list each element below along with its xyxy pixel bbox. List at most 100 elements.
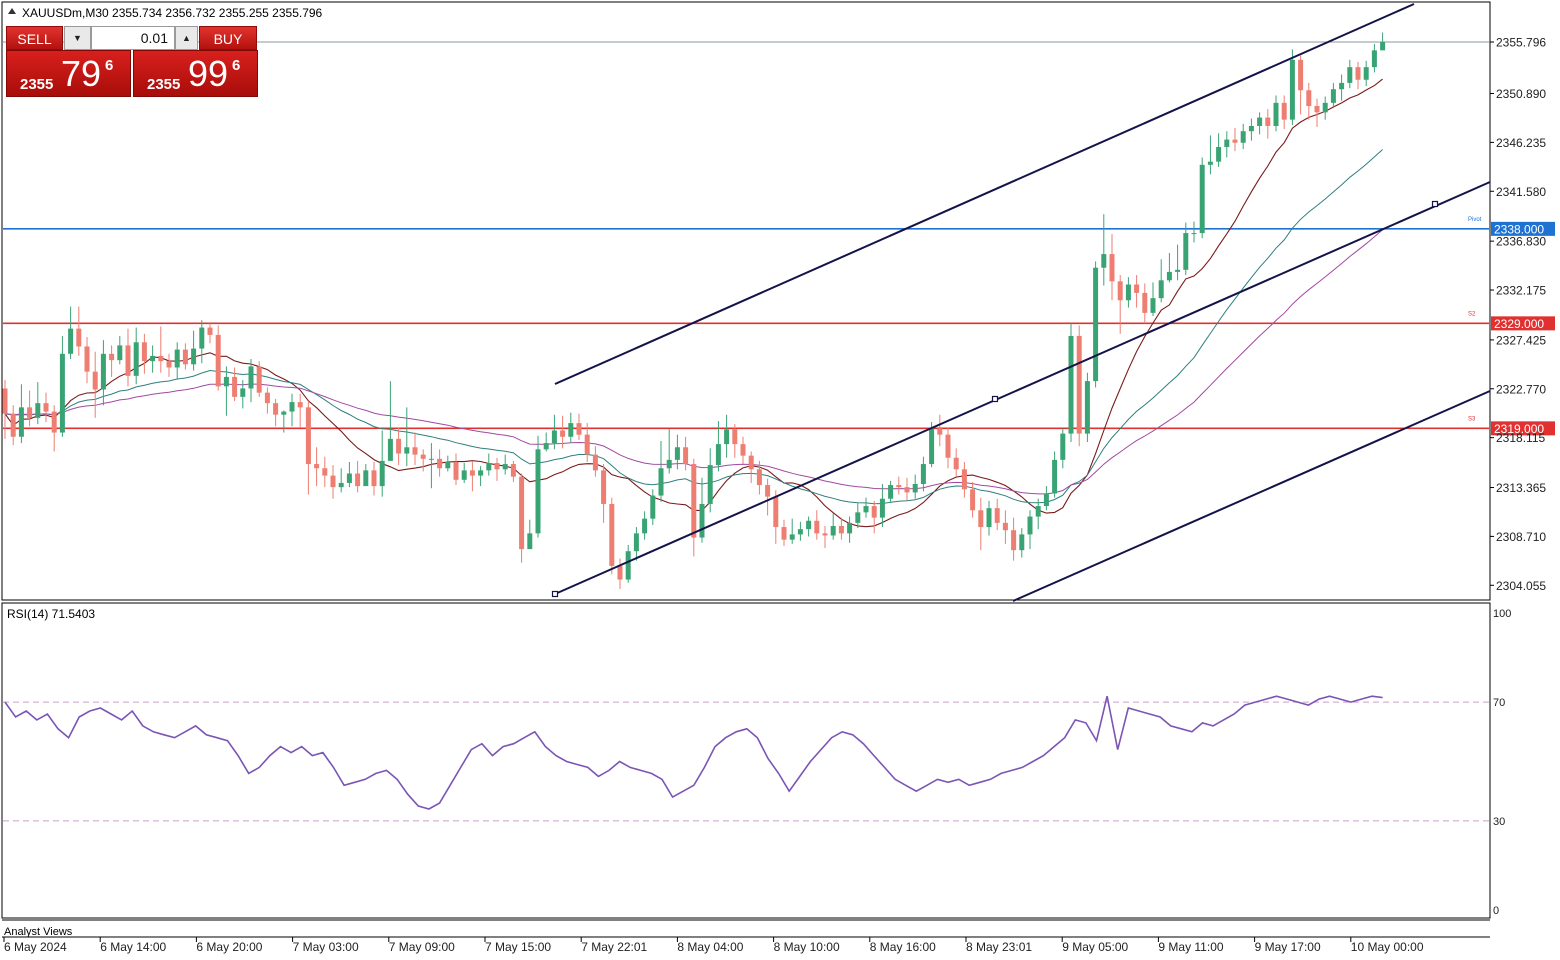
trendline-anchor-handle[interactable] [551,590,559,598]
volume-up-arrow-icon[interactable]: ▲ [175,26,198,50]
candle-body [1257,117,1263,126]
candle-body [1052,459,1058,494]
candle-body [445,461,451,469]
candle-body [806,520,812,530]
candle-body [1339,82,1345,90]
candle-body [1002,522,1008,531]
candle-body [1175,269,1181,272]
candle-body [642,518,648,534]
candle-body [117,345,123,361]
sell-price-big: 79 [61,53,102,94]
price-tick-label: 2346.235 [1496,136,1546,150]
candle-body [674,447,680,460]
trendline-anchor-handle[interactable] [991,395,999,403]
candle-body [920,464,926,485]
time-label: 8 May 23:01 [966,940,1032,954]
buy-price-prefix: 2355 [147,76,181,93]
candle-body [1298,59,1304,91]
candle-body [100,353,106,390]
candle-body [166,361,172,368]
buy-price-sup: 6 [232,57,241,74]
candle-body [141,342,147,362]
candle-body [502,464,508,470]
candle-body [1199,164,1205,234]
trendline-anchor-handle[interactable] [1431,200,1439,208]
time-label: 9 May 05:00 [1062,940,1128,954]
candle-body [305,407,311,465]
rsi-indicator: 100 70 30 0 [3,608,1511,917]
candle-body [970,489,976,511]
time-label: 7 May 22:01 [581,940,647,954]
candle-body [51,411,57,433]
price-tick-label: 2332.175 [1496,284,1546,298]
support-resistance-levels: Pivot S2 S3 [3,41,1489,430]
volume-input[interactable]: 0.01 [91,26,175,50]
candle-body [945,434,951,458]
candle-body [1068,335,1074,434]
candle-body [248,366,254,389]
trend-channel[interactable] [551,3,1491,602]
candle-body [461,470,467,480]
candle-body [1240,131,1246,143]
candle-body [330,475,336,488]
analyst-views-label: Analyst Views [4,926,73,938]
symbol-header: XAUUSDm,M30 2355.734 2356.732 2355.255 2… [22,6,323,20]
candle-body [535,449,541,534]
price-axis: 2355.796 2350.890 2346.235 2341.580 2338.000… [1490,36,1555,593]
volume-down-arrow-icon[interactable]: ▼ [64,26,91,50]
candle-body [35,403,41,418]
rsi-line [4,695,1383,810]
candle-body [740,444,746,456]
candle-body [871,506,877,518]
candle-body [256,366,262,393]
candle-body [888,485,894,499]
candle-body [1076,335,1082,434]
collapse-triangle-icon[interactable] [8,8,16,14]
candle-body [863,506,869,513]
candle-body [715,444,721,466]
candle-body [125,345,131,376]
candle-body [68,328,74,354]
candle-body [822,533,828,536]
level-tag: Pivot [1468,217,1482,223]
time-label: 10 May 00:00 [1351,940,1424,954]
time-label: 6 May 20:00 [196,940,262,954]
candle-body [765,485,771,497]
candle-body [896,485,902,488]
candle-body [43,403,49,412]
candle-body [404,447,410,454]
candle-body [264,392,270,404]
time-label: 7 May 15:00 [485,940,551,954]
candle-body [182,349,188,365]
candle-body [133,342,139,376]
candle-body [904,487,910,493]
candle-body [199,327,205,349]
sell-price-box[interactable]: 2355 79 6 [6,50,131,97]
time-label: 6 May 2024 [4,940,67,954]
buy-button[interactable]: BUY [199,26,257,50]
candle-body [314,464,320,469]
candle-body [1355,67,1361,80]
candle-body [191,348,197,365]
candle-body [879,498,885,518]
candle-body [1371,50,1377,68]
candle-body [650,495,656,519]
candle-body [1232,139,1238,143]
candle-body [486,463,492,471]
candle-body [158,355,164,362]
buy-price-box[interactable]: 2355 99 6 [133,50,258,97]
candle-body [27,407,33,418]
candle-body [510,464,516,477]
candle-body [691,464,697,538]
candle-body [420,454,426,459]
rsi-axis-label: 30 [1493,816,1505,828]
sell-button[interactable]: SELL [6,26,63,50]
candle-body [519,476,525,550]
candle-body [724,429,730,445]
candle-body [18,407,24,437]
candle-body [789,534,795,540]
candle-body [953,457,959,470]
candle-body [2,388,8,414]
candle-body [666,459,672,469]
price-label-box [1491,316,1555,331]
